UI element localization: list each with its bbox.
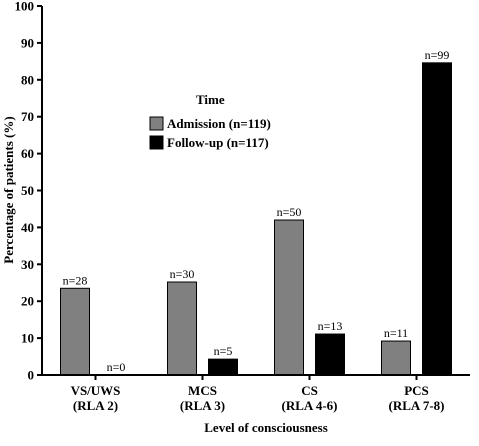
x-tick-label: (RLA 2)	[73, 398, 118, 413]
x-tick-label: VS/UWS	[71, 383, 121, 398]
bar	[208, 358, 238, 376]
data-label: n=50	[277, 205, 302, 219]
y-axis: 0 10 20 30 40 50 60 70 80 90 100	[15, 0, 43, 383]
y-tick-label: 70	[21, 109, 34, 124]
data-label: n=5	[214, 344, 233, 358]
data-label: n=30	[170, 267, 195, 281]
y-tick-label: 40	[21, 220, 34, 235]
y-tick-label: 100	[15, 0, 35, 14]
y-axis-title: Percentage of patients (%)	[1, 116, 16, 263]
y-tick-label: 50	[21, 183, 34, 198]
legend: Time Admission (n=119) Follow-up (n=117)	[149, 92, 271, 150]
bar	[274, 219, 304, 376]
y-tick-label: 90	[21, 35, 34, 50]
x-tick-label: (RLA 7-8)	[389, 398, 445, 413]
legend-label: Follow-up (n=117)	[167, 135, 269, 150]
x-tick-label: CS	[301, 383, 318, 398]
legend-label: Admission (n=119)	[167, 116, 271, 131]
y-tick-label: 0	[28, 368, 35, 383]
legend-title: Time	[196, 92, 225, 107]
bar	[422, 62, 452, 376]
bars	[60, 62, 452, 376]
legend-swatch	[149, 116, 164, 131]
y-tick-label: 80	[21, 72, 34, 87]
data-label: n=28	[63, 273, 88, 287]
y-tick-label: 30	[21, 257, 34, 272]
data-label: n=0	[107, 360, 126, 374]
x-tick-label: MCS	[188, 383, 217, 398]
y-tick-label: 20	[21, 294, 34, 309]
bar	[60, 287, 90, 376]
x-tick-label: (RLA 3)	[180, 398, 225, 413]
y-tick-label: 60	[21, 146, 34, 161]
legend-swatch	[149, 135, 164, 150]
bar	[381, 340, 411, 376]
bar	[167, 281, 197, 376]
bar	[315, 333, 345, 376]
x-tick-label: (RLA 4-6)	[282, 398, 338, 413]
x-tick-label: PCS	[404, 383, 429, 398]
data-labels: n=28 n=0 n=30 n=5 n=50 n=13 n=11 n=99	[63, 48, 450, 374]
data-label: n=99	[425, 48, 450, 62]
data-label: n=13	[318, 319, 343, 333]
y-tick-label: 10	[21, 331, 34, 346]
x-axis-title: Level of consciousness	[204, 420, 328, 435]
x-axis: VS/UWS(RLA 2) MCS(RLA 3) CS(RLA 4-6) PCS(RL…	[42, 374, 470, 413]
data-label: n=11	[384, 326, 408, 340]
